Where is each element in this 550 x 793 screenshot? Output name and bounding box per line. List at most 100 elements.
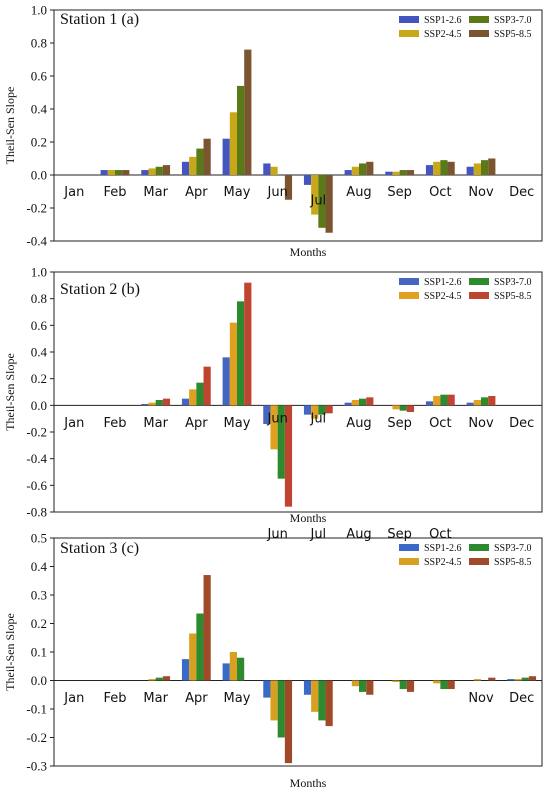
legend-label-3: SSP3-7.0 xyxy=(494,15,532,26)
month-label-aug: Aug xyxy=(346,527,371,542)
bar-aug-s2 xyxy=(351,400,359,406)
bar-dec-s2 xyxy=(514,679,522,681)
y-tick-label: 0.6 xyxy=(31,69,48,84)
bar-jul-s4 xyxy=(325,405,333,414)
bar-jul-s4 xyxy=(325,175,333,233)
bar-sep-s2 xyxy=(392,405,400,410)
bar-apr-s3 xyxy=(196,382,204,406)
bar-sep-s3 xyxy=(399,680,407,690)
month-label-mar: Mar xyxy=(143,185,168,200)
bar-jul-s3 xyxy=(318,405,326,415)
y-tick-label: -0.3 xyxy=(26,759,47,774)
legend: SSP1-2.6 SSP2-4.5 SSP3-7.0 SSP5-8.5 xyxy=(399,15,532,40)
month-label-may: May xyxy=(224,416,251,431)
month-label-oct: Oct xyxy=(429,185,451,200)
bar-aug-s3 xyxy=(359,680,367,692)
chart-panel-2: -0.8 -0.6 -0.4 -0.2 0.0 0.2 0.4 0.6 0.8 1.0 Jan Feb… xyxy=(3,265,543,525)
chart-title: Station 3 (c) xyxy=(60,540,139,557)
bar-nov-s3 xyxy=(481,397,489,406)
bar-oct-s3 xyxy=(440,160,448,175)
month-label-jul: Jul xyxy=(309,194,326,209)
y-tick-label: 0.4 xyxy=(31,559,48,574)
month-label-aug: Aug xyxy=(346,185,371,200)
bar-jul-s2 xyxy=(311,405,319,419)
bar-jul-s2 xyxy=(311,680,319,712)
month-label-may: May xyxy=(224,691,251,706)
bar-apr-s1 xyxy=(181,161,190,175)
y-tick-label: 0.2 xyxy=(31,616,47,631)
legend-swatch-4 xyxy=(469,558,489,565)
legend-label-1: SSP1-2.6 xyxy=(424,543,462,554)
bar-oct-s3 xyxy=(440,680,448,690)
y-tick-label: 0.8 xyxy=(31,291,47,306)
legend-swatch-3 xyxy=(469,278,489,285)
bar-jun-s1 xyxy=(263,405,271,424)
plot-frame xyxy=(53,9,543,242)
month-label-nov: Nov xyxy=(468,691,494,706)
legend-label-4: SSP5-8.5 xyxy=(494,557,532,568)
bar-mar-s1 xyxy=(141,170,149,175)
legend-label-1: SSP1-2.6 xyxy=(424,277,462,288)
bar-may-s4 xyxy=(244,49,252,175)
month-label-mar: Mar xyxy=(143,416,168,431)
bar-apr-s4 xyxy=(203,366,211,406)
month-label-may: May xyxy=(224,185,251,200)
bar-jun-s3 xyxy=(277,405,285,479)
bar-nov-s4 xyxy=(488,158,496,175)
bar-mar-s1 xyxy=(141,404,149,406)
bar-may-s1 xyxy=(222,663,230,681)
bar-nov-s4 xyxy=(488,677,496,681)
bar-aug-s1 xyxy=(344,402,352,406)
month-label-feb: Feb xyxy=(103,691,126,706)
chart-title: Station 2 (b) xyxy=(60,281,140,298)
bar-aug-s4 xyxy=(366,397,374,406)
bar-may-s4 xyxy=(244,282,252,406)
bar-may-s1 xyxy=(222,138,230,175)
chart-title: Station 1 (a) xyxy=(60,11,139,28)
bar-sep-s4 xyxy=(406,170,415,175)
legend-label-1: SSP1-2.6 xyxy=(424,15,462,26)
bar-apr-s1 xyxy=(181,398,190,406)
legend: SSP1-2.6 SSP2-4.5 SSP3-7.0 SSP5-8.5 xyxy=(399,543,532,568)
bar-dec-s1 xyxy=(507,679,515,681)
legend-swatch-3 xyxy=(469,544,489,551)
month-label-apr: Apr xyxy=(185,691,208,706)
bar-sep-s1 xyxy=(385,171,393,175)
month-label-jun: Jun xyxy=(267,412,288,427)
bar-mar-s2 xyxy=(148,679,156,681)
month-label-sep: Sep xyxy=(387,416,412,431)
plot-frame xyxy=(53,537,543,767)
y-tick-label: 0.6 xyxy=(31,318,48,333)
bar-oct-s4 xyxy=(447,394,455,406)
legend-swatch-1 xyxy=(399,16,419,23)
bar-jun-s2 xyxy=(270,680,278,721)
month-label-jan: Jan xyxy=(63,416,84,431)
bar-aug-s3 xyxy=(359,163,367,175)
chart-panel-1: -0.4 -0.2 0.0 0.2 0.4 0.6 0.8 1.0 Jan Feb Mar Apr Ma… xyxy=(3,3,543,259)
legend-swatch-3 xyxy=(469,16,489,23)
plot-frame xyxy=(53,271,543,513)
bar-sep-s4 xyxy=(406,405,415,412)
month-label-oct: Oct xyxy=(429,527,451,542)
bar-nov-s1 xyxy=(466,402,474,406)
bar-apr-s2 xyxy=(189,633,197,681)
legend-swatch-4 xyxy=(469,30,489,37)
bar-apr-s2 xyxy=(189,389,197,406)
y-tick-label: -0.2 xyxy=(26,425,47,440)
bar-jun-s2 xyxy=(270,166,278,175)
bar-oct-s1 xyxy=(425,165,434,175)
bar-oct-s2 xyxy=(433,161,441,175)
y-axis-label: Theil-Sen Slope xyxy=(3,353,17,431)
bar-nov-s2 xyxy=(473,400,481,406)
bar-mar-s2 xyxy=(148,402,156,406)
bar-nov-s4 xyxy=(488,396,496,406)
bar-mar-s4 xyxy=(162,165,171,175)
bar-aug-s3 xyxy=(359,398,367,406)
month-label-sep: Sep xyxy=(387,185,412,200)
bar-may-s3 xyxy=(237,301,245,406)
bar-nov-s2 xyxy=(473,163,481,175)
bar-mar-s3 xyxy=(155,677,163,681)
month-label-jan: Jan xyxy=(63,185,84,200)
y-tick-label: 0.2 xyxy=(31,135,47,150)
